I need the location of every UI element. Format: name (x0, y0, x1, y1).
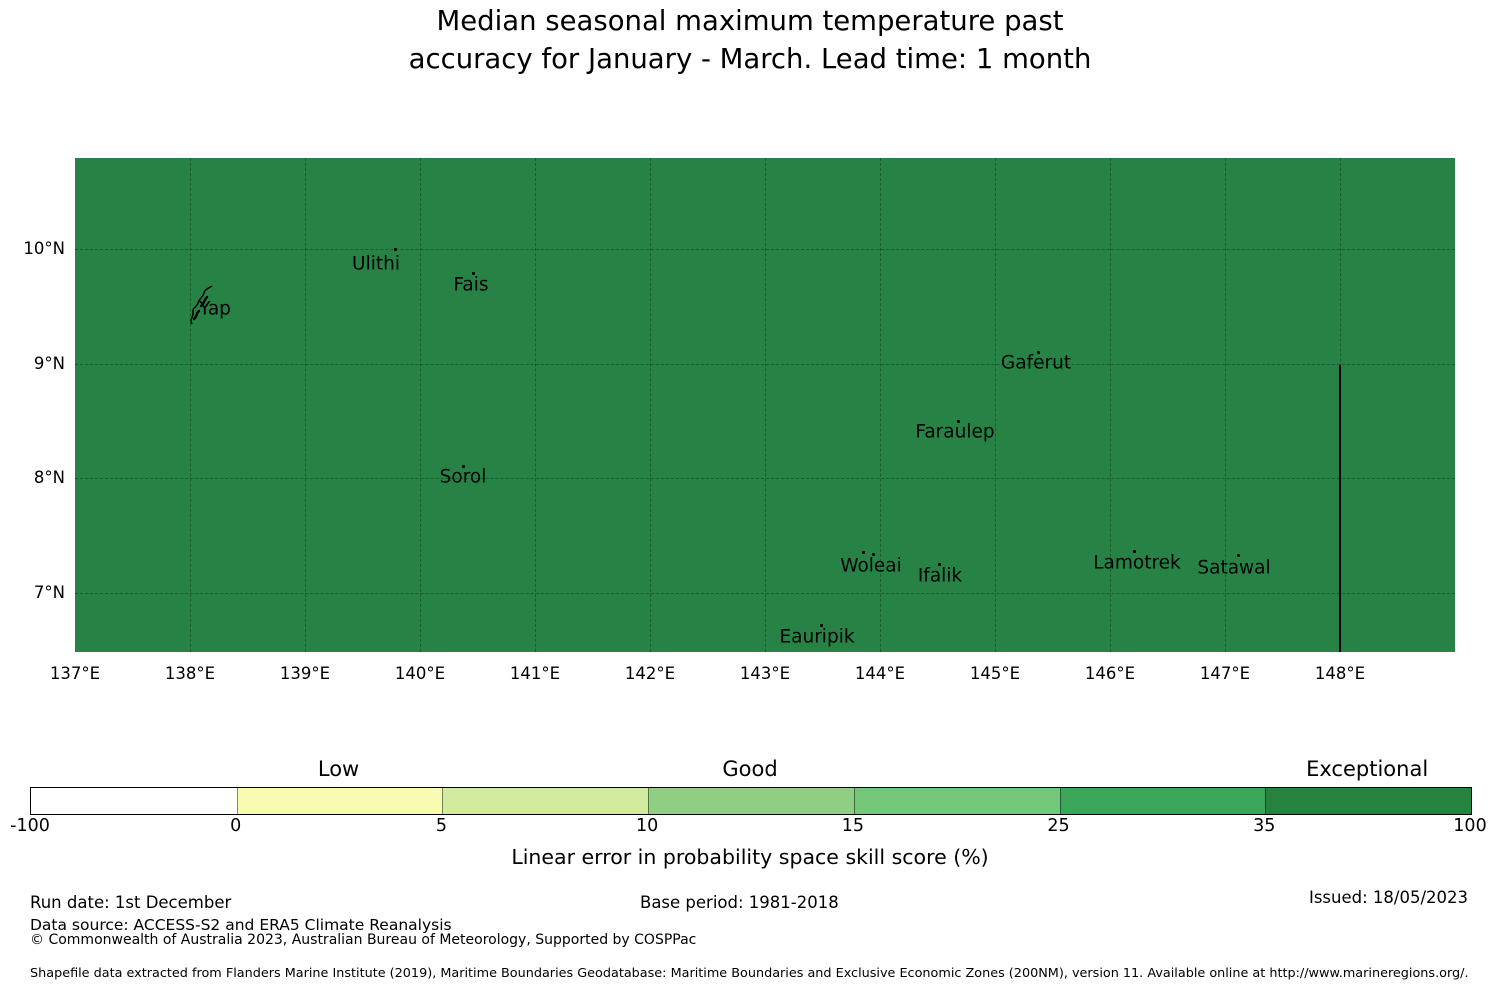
gridline-vertical (305, 158, 306, 652)
eez-boundary-line (1339, 365, 1341, 652)
colorbar-segment (648, 788, 854, 814)
x-tick-label: 147°E (1199, 664, 1251, 683)
gridline-horizontal (75, 249, 1455, 250)
x-tick-label: 138°E (164, 664, 216, 683)
figure-title: Median seasonal maximum temperature past… (0, 2, 1500, 78)
map-plot: Yap Ulithi Fais Sorol Gaferut Faraulep Woleai I… (75, 158, 1455, 652)
gridline-vertical (420, 158, 421, 652)
x-tick-label: 145°E (969, 664, 1021, 683)
gridline-vertical (995, 158, 996, 652)
colorbar-tick-label: -100 (10, 816, 50, 836)
island-label: Eauripik (779, 626, 855, 648)
y-tick-label: 9°N (33, 353, 65, 373)
island-label: Satawal (1197, 557, 1271, 579)
issued-date-text: Issued: 18/05/2023 (1308, 888, 1468, 907)
copyright-text: © Commonwealth of Australia 2023, Austra… (30, 932, 697, 948)
y-tick-label: 8°N (33, 468, 65, 488)
island-dot (938, 563, 941, 566)
title-line-1: Median seasonal maximum temperature past (436, 5, 1064, 37)
island-label: Woleai (840, 555, 902, 577)
x-tick-label: 139°E (279, 664, 331, 683)
colorbar-tick-label: 100 (1453, 816, 1487, 836)
run-date-text: Run date: 1st December (30, 893, 232, 912)
gridline-vertical (765, 158, 766, 652)
base-period-text: Base period: 1981-2018 (640, 893, 839, 912)
island-dot (1237, 554, 1240, 557)
colorbar-segment (236, 788, 443, 814)
colorbar-tick-label: 0 (230, 816, 242, 836)
island-dot (1133, 550, 1136, 553)
x-tick-label: 140°E (394, 664, 446, 683)
yap-island-outline (186, 285, 220, 327)
x-tick-label: 141°E (509, 664, 561, 683)
title-line-2: accuracy for January - March. Lead time:… (408, 43, 1092, 75)
x-tick-label: 142°E (624, 664, 676, 683)
gridline-vertical (190, 158, 191, 652)
shapefile-note: Shapefile data extracted from Flanders M… (30, 966, 1469, 981)
island-dot (394, 248, 397, 251)
island-label: Ifalik (917, 565, 963, 587)
colorbar-segment (1059, 788, 1266, 814)
island-label: Fais (453, 274, 489, 296)
x-tick-label: 143°E (739, 664, 791, 683)
colorbar-tick-label: 10 (636, 816, 659, 836)
colorbar-tick-label: 15 (841, 816, 864, 836)
island-label: Faraulep (915, 421, 995, 443)
colorbar-tick-label: 25 (1047, 816, 1070, 836)
island-label: Sorol (439, 466, 487, 488)
island-dot (472, 272, 475, 275)
island-dot (820, 624, 823, 627)
island-dot (957, 420, 960, 423)
colorbar-category-label: Low (317, 757, 360, 781)
island-dot (1037, 351, 1040, 354)
y-tick-label: 7°N (33, 583, 65, 603)
colorbar-segment (1265, 788, 1471, 814)
colorbar-segment (31, 788, 237, 814)
island-dot (872, 553, 875, 556)
colorbar-category-label: Good (722, 757, 778, 781)
colorbar-segment (442, 788, 649, 814)
island-dot (862, 551, 865, 554)
gridline-horizontal (75, 478, 1455, 480)
island-dot (462, 465, 465, 468)
island-label: Ulithi (352, 253, 400, 275)
x-tick-label: 148°E (1314, 664, 1366, 683)
colorbar-tick-label: 5 (435, 816, 447, 836)
y-tick-label: 10°N (23, 239, 65, 258)
gridline-vertical (535, 158, 536, 652)
gridline-horizontal (75, 593, 1455, 595)
gridline-vertical (1225, 158, 1226, 652)
island-label: Gaferut (1000, 352, 1072, 374)
x-tick-label: 137°E (49, 664, 101, 683)
colorbar-category-label: Exceptional (1306, 757, 1429, 781)
gridline-horizontal (75, 363, 1455, 365)
gridline-vertical (880, 158, 881, 652)
gridline-vertical (650, 158, 651, 652)
island-label: Lamotrek (1093, 552, 1181, 574)
colorbar (30, 787, 1472, 815)
island-label: Yap (199, 298, 231, 320)
data-source-text: Data source: ACCESS-S2 and ERA5 Climate … (30, 916, 452, 934)
x-tick-label: 146°E (1084, 664, 1136, 683)
colorbar-tick-label: 35 (1253, 816, 1276, 836)
colorbar-axis-label: Linear error in probability space skill … (511, 845, 989, 869)
colorbar-segment (853, 788, 1060, 814)
gridline-vertical (1110, 158, 1111, 652)
x-tick-label: 144°E (854, 664, 906, 683)
